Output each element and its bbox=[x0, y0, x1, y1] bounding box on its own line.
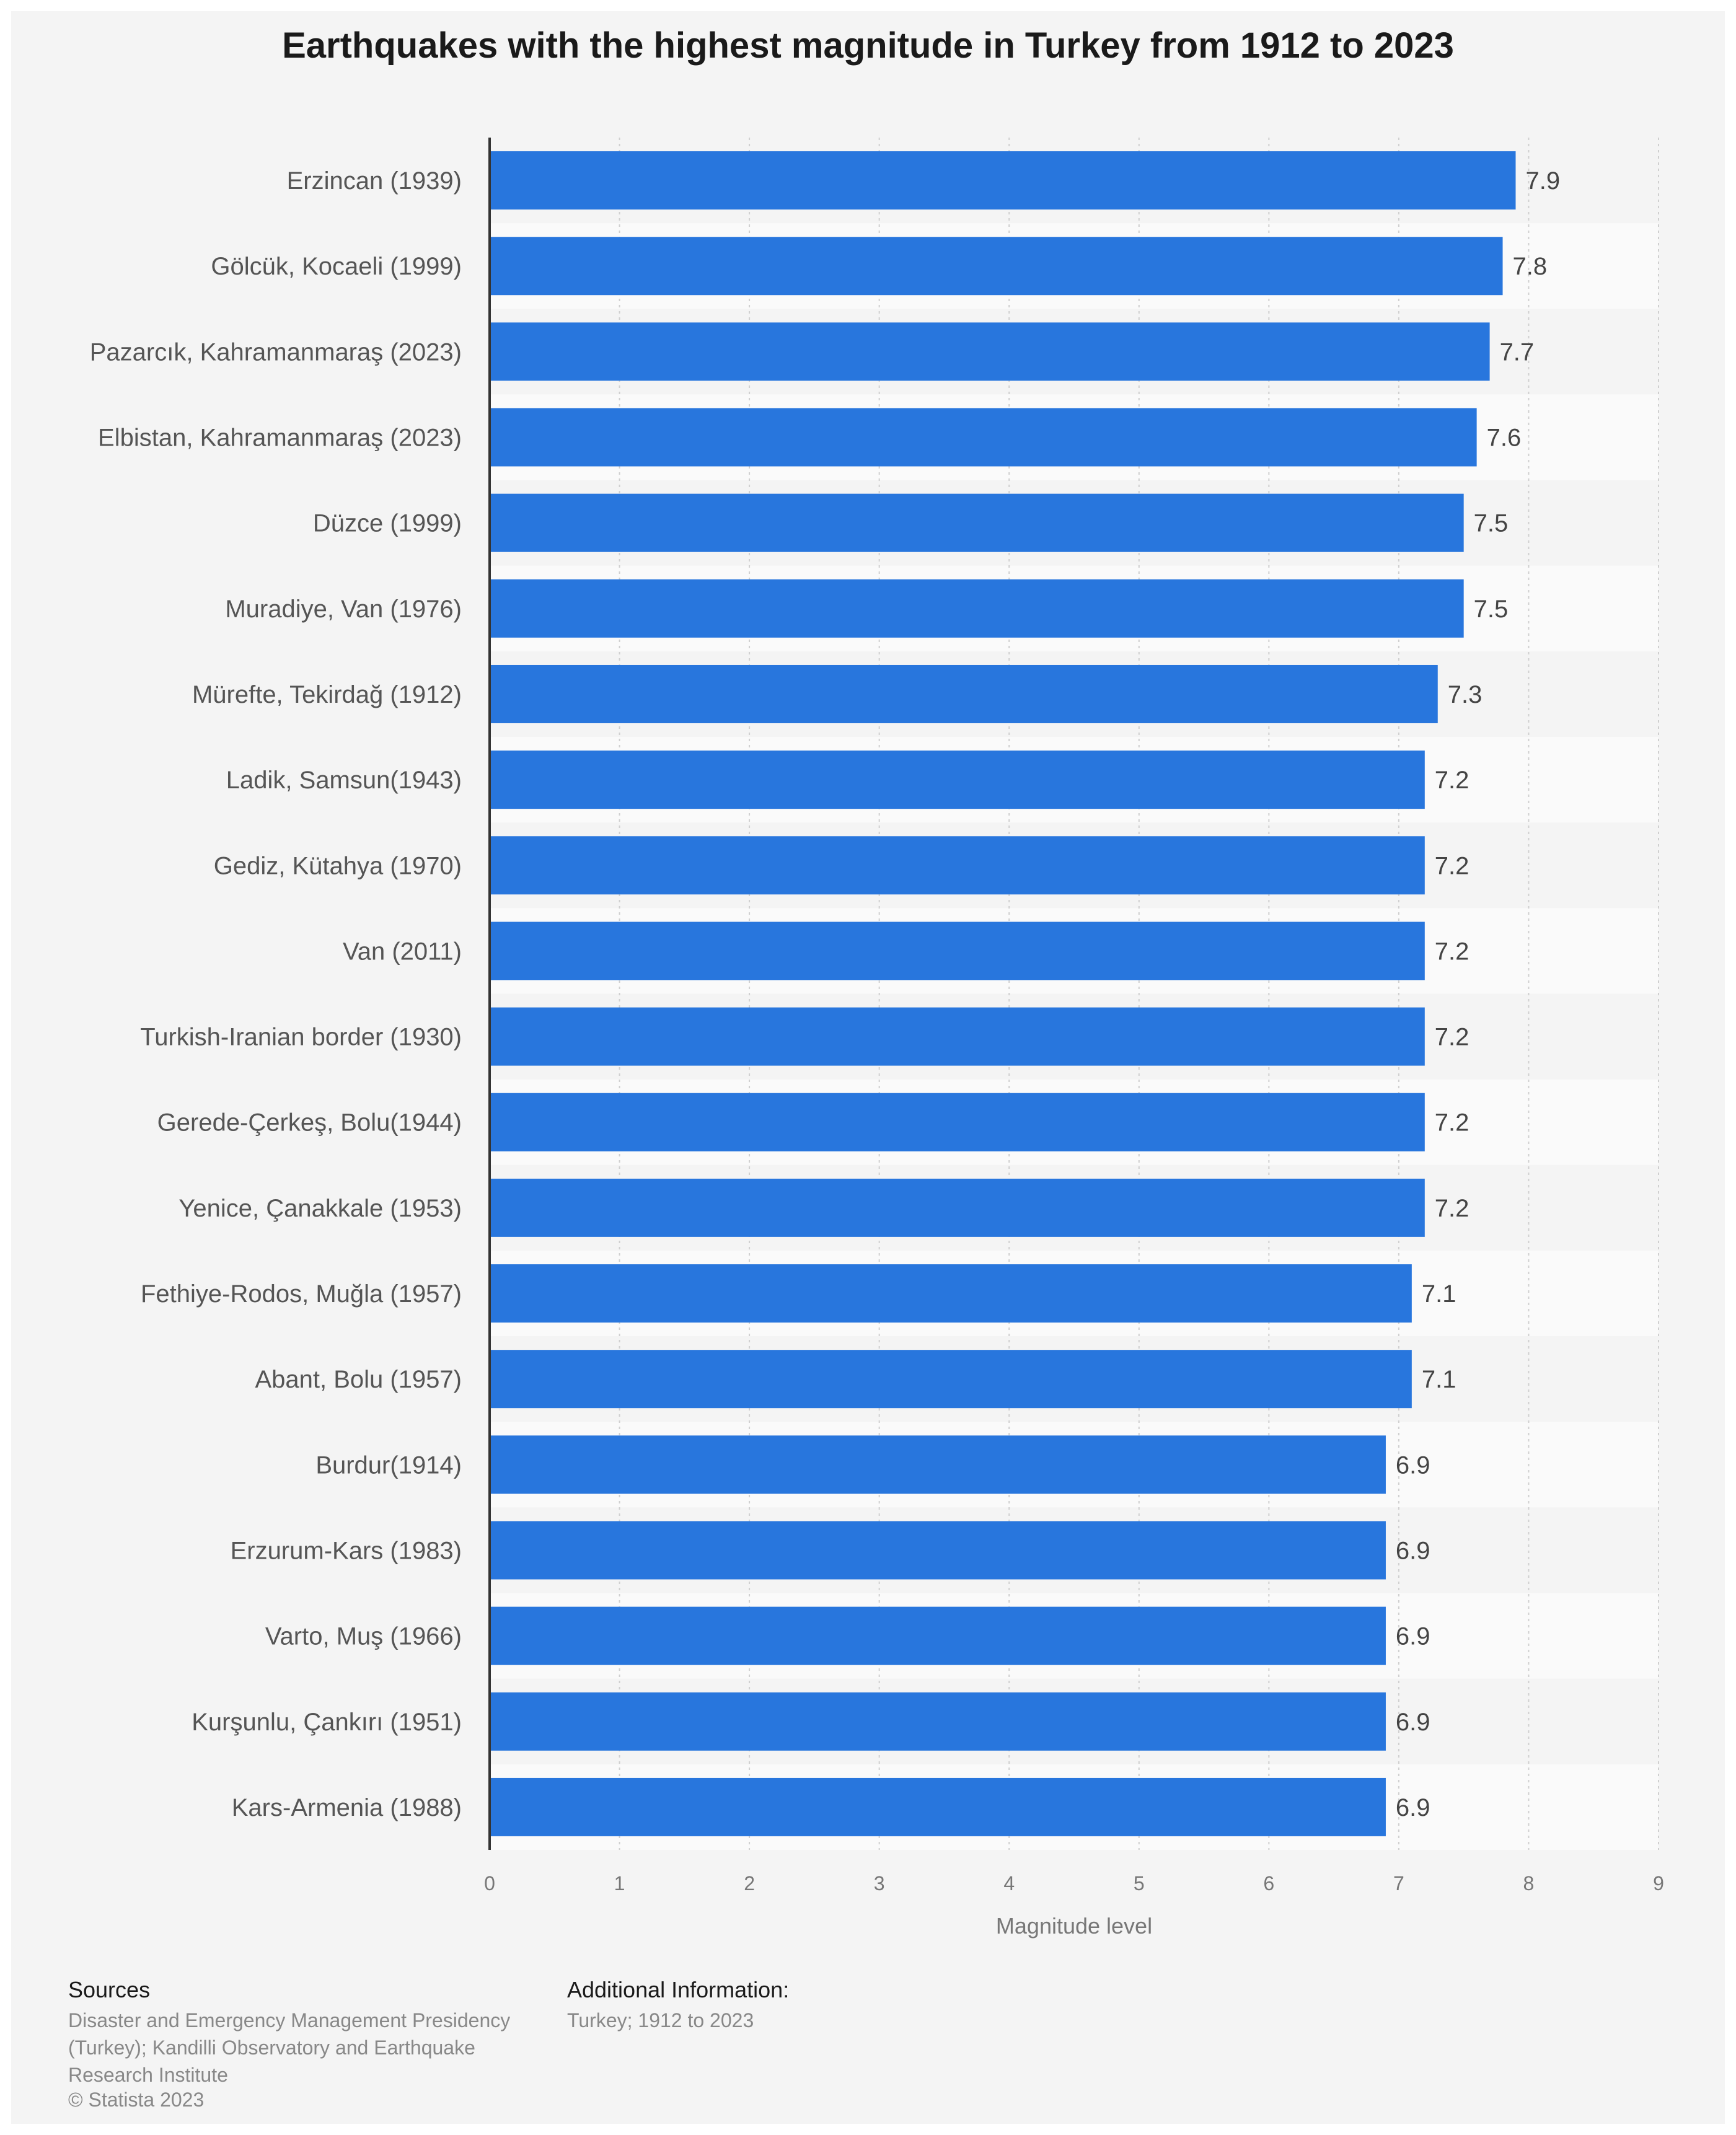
bar bbox=[490, 322, 1490, 381]
bar bbox=[490, 493, 1464, 552]
value-label: 7.2 bbox=[1435, 1109, 1469, 1137]
value-label: 7.8 bbox=[1513, 253, 1548, 280]
bar bbox=[490, 1435, 1386, 1494]
bar bbox=[490, 1350, 1412, 1409]
additional-info-text: Turkey; 1912 to 2023 bbox=[567, 2009, 754, 2032]
x-tick-label: 2 bbox=[744, 1872, 755, 1895]
value-label: 7.6 bbox=[1487, 425, 1522, 452]
x-tick-label: 8 bbox=[1523, 1872, 1535, 1895]
bar bbox=[490, 1777, 1386, 1836]
x-tick-label: 0 bbox=[484, 1872, 495, 1895]
category-label: Abant, Bolu (1957) bbox=[255, 1366, 462, 1393]
value-label: 7.2 bbox=[1435, 1024, 1469, 1051]
category-label: Muradiye, Van (1976) bbox=[225, 596, 462, 623]
bar bbox=[490, 1606, 1386, 1665]
bar bbox=[490, 664, 1438, 723]
value-label: 6.9 bbox=[1396, 1794, 1430, 1821]
additional-info-block: Additional Information: Turkey; 1912 to … bbox=[567, 1977, 1001, 2034]
category-label: Erzincan (1939) bbox=[287, 167, 462, 195]
x-tick-label: 5 bbox=[1134, 1872, 1145, 1895]
bar bbox=[490, 579, 1464, 638]
bar bbox=[490, 1264, 1412, 1323]
x-tick-label: 9 bbox=[1653, 1872, 1664, 1895]
category-label: Kurşunlu, Çankırı (1951) bbox=[192, 1709, 462, 1736]
bar bbox=[490, 1093, 1425, 1151]
value-label: 6.9 bbox=[1396, 1537, 1430, 1564]
value-label: 7.9 bbox=[1525, 167, 1560, 195]
bar bbox=[490, 751, 1425, 809]
category-label: Fethiye-Rodos, Muğla (1957) bbox=[141, 1280, 462, 1308]
bar bbox=[490, 1521, 1386, 1580]
category-label: Pazarcık, Kahramanmaraş (2023) bbox=[90, 338, 462, 366]
value-label: 7.2 bbox=[1435, 852, 1469, 879]
value-label: 7.3 bbox=[1448, 681, 1483, 708]
category-label: Ladik, Samsun(1943) bbox=[226, 767, 462, 794]
category-label: Gerede-Çerkeş, Bolu(1944) bbox=[157, 1109, 462, 1137]
bar-chart: 0 1 2 3 4 5 6 7 8 9 Erzincan (1939) 7.9 Gölcük, Koca… bbox=[90, 138, 1664, 1939]
category-label: Gölcük, Kocaeli (1999) bbox=[211, 253, 462, 280]
category-label: Erzurum-Kars (1983) bbox=[231, 1537, 462, 1564]
category-label: Van (2011) bbox=[343, 938, 462, 965]
x-tick-label: 6 bbox=[1263, 1872, 1274, 1895]
x-axis-label: Magnitude level bbox=[996, 1913, 1152, 1939]
chart-title: Earthquakes with the highest magnitude i… bbox=[282, 25, 1454, 66]
category-label: Burdur(1914) bbox=[315, 1451, 462, 1479]
bar bbox=[490, 836, 1425, 895]
value-label: 7.7 bbox=[1500, 338, 1535, 366]
category-label: Gediz, Kütahya (1970) bbox=[214, 852, 462, 879]
value-label: 7.2 bbox=[1435, 938, 1469, 965]
category-label: Turkish-Iranian border (1930) bbox=[140, 1024, 462, 1051]
category-label: Kars-Armenia (1988) bbox=[232, 1794, 462, 1821]
bar bbox=[490, 1007, 1425, 1066]
category-label: Varto, Muş (1966) bbox=[265, 1623, 462, 1650]
sources-block: Sources Disaster and Emergency Managemen… bbox=[68, 1977, 552, 2089]
additional-info-heading: Additional Information: bbox=[567, 1977, 790, 2002]
bar bbox=[490, 151, 1516, 210]
category-label: Elbistan, Kahramanmaraş (2023) bbox=[98, 425, 462, 452]
bar bbox=[490, 408, 1477, 467]
sources-heading: Sources bbox=[68, 1977, 151, 2002]
bar bbox=[490, 922, 1425, 980]
value-label: 7.2 bbox=[1435, 1195, 1469, 1222]
sources-text: Disaster and Emergency Management Presid… bbox=[68, 2009, 511, 2086]
value-label: 6.9 bbox=[1396, 1451, 1430, 1479]
x-tick-label: 3 bbox=[874, 1872, 885, 1895]
copyright-text: © Statista 2023 bbox=[68, 2089, 205, 2111]
value-label: 7.5 bbox=[1474, 510, 1509, 537]
value-label: 7.1 bbox=[1422, 1366, 1456, 1393]
value-label: 7.1 bbox=[1422, 1280, 1456, 1308]
category-label: Yenice, Çanakkale (1953) bbox=[178, 1195, 462, 1222]
value-label: 7.5 bbox=[1474, 596, 1509, 623]
bar bbox=[490, 1178, 1425, 1237]
x-tick-label: 7 bbox=[1393, 1872, 1404, 1895]
x-tick-label: 4 bbox=[1003, 1872, 1015, 1895]
value-label: 7.2 bbox=[1435, 767, 1469, 794]
value-label: 6.9 bbox=[1396, 1709, 1430, 1736]
category-label: Mürefte, Tekirdağ (1912) bbox=[192, 681, 462, 708]
x-tick-label: 1 bbox=[614, 1872, 625, 1895]
bar bbox=[490, 1692, 1386, 1751]
value-label: 6.9 bbox=[1396, 1623, 1430, 1650]
category-label: Düzce (1999) bbox=[313, 510, 462, 537]
bar bbox=[490, 237, 1503, 296]
